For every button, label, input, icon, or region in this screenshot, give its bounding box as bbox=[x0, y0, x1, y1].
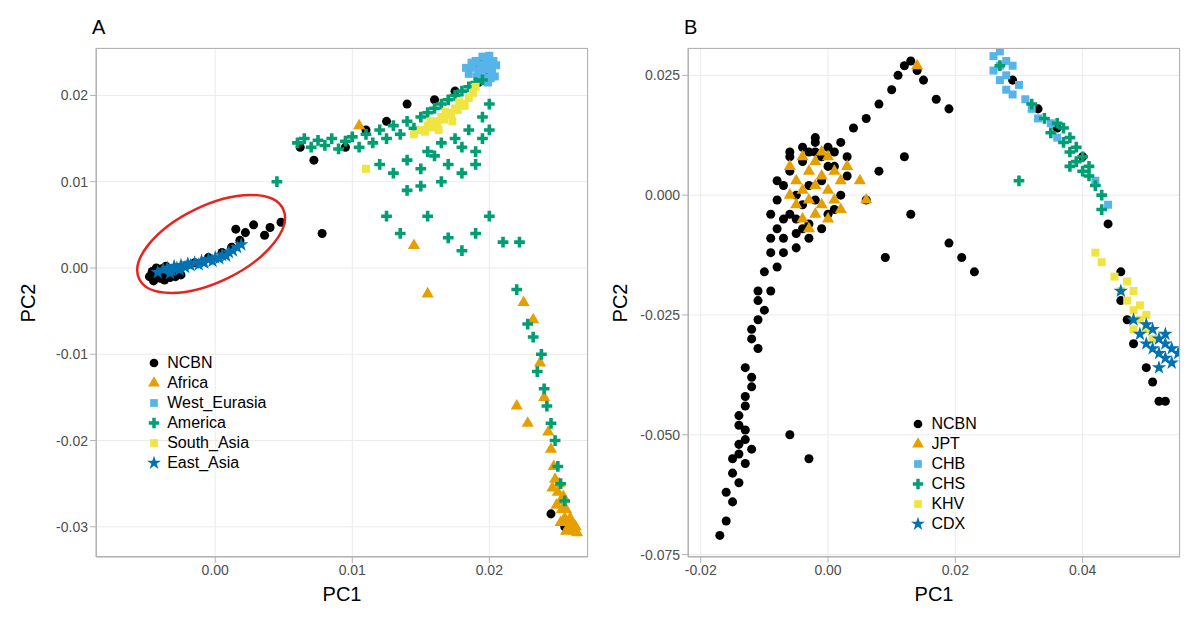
html-text:PC1: PC1 bbox=[914, 583, 954, 605]
svg-text:0.01: 0.01 bbox=[339, 562, 366, 578]
svg-text:-0.025: -0.025 bbox=[640, 307, 680, 323]
html-text:Africa: Africa bbox=[167, 374, 209, 392]
svg-text:-0.050: -0.050 bbox=[640, 427, 680, 443]
html-text:CHS: CHS bbox=[931, 475, 966, 493]
svg-text:0.02: 0.02 bbox=[61, 87, 88, 103]
svg-text:0.02: 0.02 bbox=[476, 562, 503, 578]
html-text:JPT: JPT bbox=[931, 435, 960, 453]
html-text:South_Asia: South_Asia bbox=[167, 434, 249, 452]
html-text:A: A bbox=[92, 16, 106, 38]
html-text:East_Asia: East_Asia bbox=[167, 454, 240, 472]
svg-text:0.04: 0.04 bbox=[1069, 562, 1096, 578]
html-text:PC1: PC1 bbox=[322, 583, 362, 605]
svg-text:0.025: 0.025 bbox=[645, 67, 680, 83]
svg-text:0.00: 0.00 bbox=[202, 562, 229, 578]
svg-text:0.02: 0.02 bbox=[942, 562, 969, 578]
html-text:NCBN: NCBN bbox=[167, 354, 213, 372]
svg-text:0.00: 0.00 bbox=[61, 260, 88, 276]
svg-text:0.01: 0.01 bbox=[61, 174, 88, 190]
html-text:CDX: CDX bbox=[931, 515, 966, 533]
svg-text:-0.03: -0.03 bbox=[56, 519, 88, 535]
html-text:NCBN: NCBN bbox=[931, 415, 977, 433]
html-text:KHV: KHV bbox=[931, 495, 965, 513]
svg-text:-0.01: -0.01 bbox=[56, 346, 88, 362]
html-text:PC2: PC2 bbox=[17, 283, 39, 322]
svg-text:-0.02: -0.02 bbox=[56, 433, 88, 449]
svg-text:-0.02: -0.02 bbox=[685, 562, 717, 578]
html-text:PC2: PC2 bbox=[609, 283, 631, 322]
html-text:B: B bbox=[684, 16, 698, 38]
svg-text:0.00: 0.00 bbox=[814, 562, 841, 578]
html-text:CHB: CHB bbox=[931, 455, 966, 473]
html-text:America: America bbox=[167, 414, 226, 432]
svg-text:-0.075: -0.075 bbox=[640, 547, 680, 563]
svg-text:0.000: 0.000 bbox=[645, 187, 680, 203]
html-text:West_Eurasia: West_Eurasia bbox=[167, 394, 267, 412]
